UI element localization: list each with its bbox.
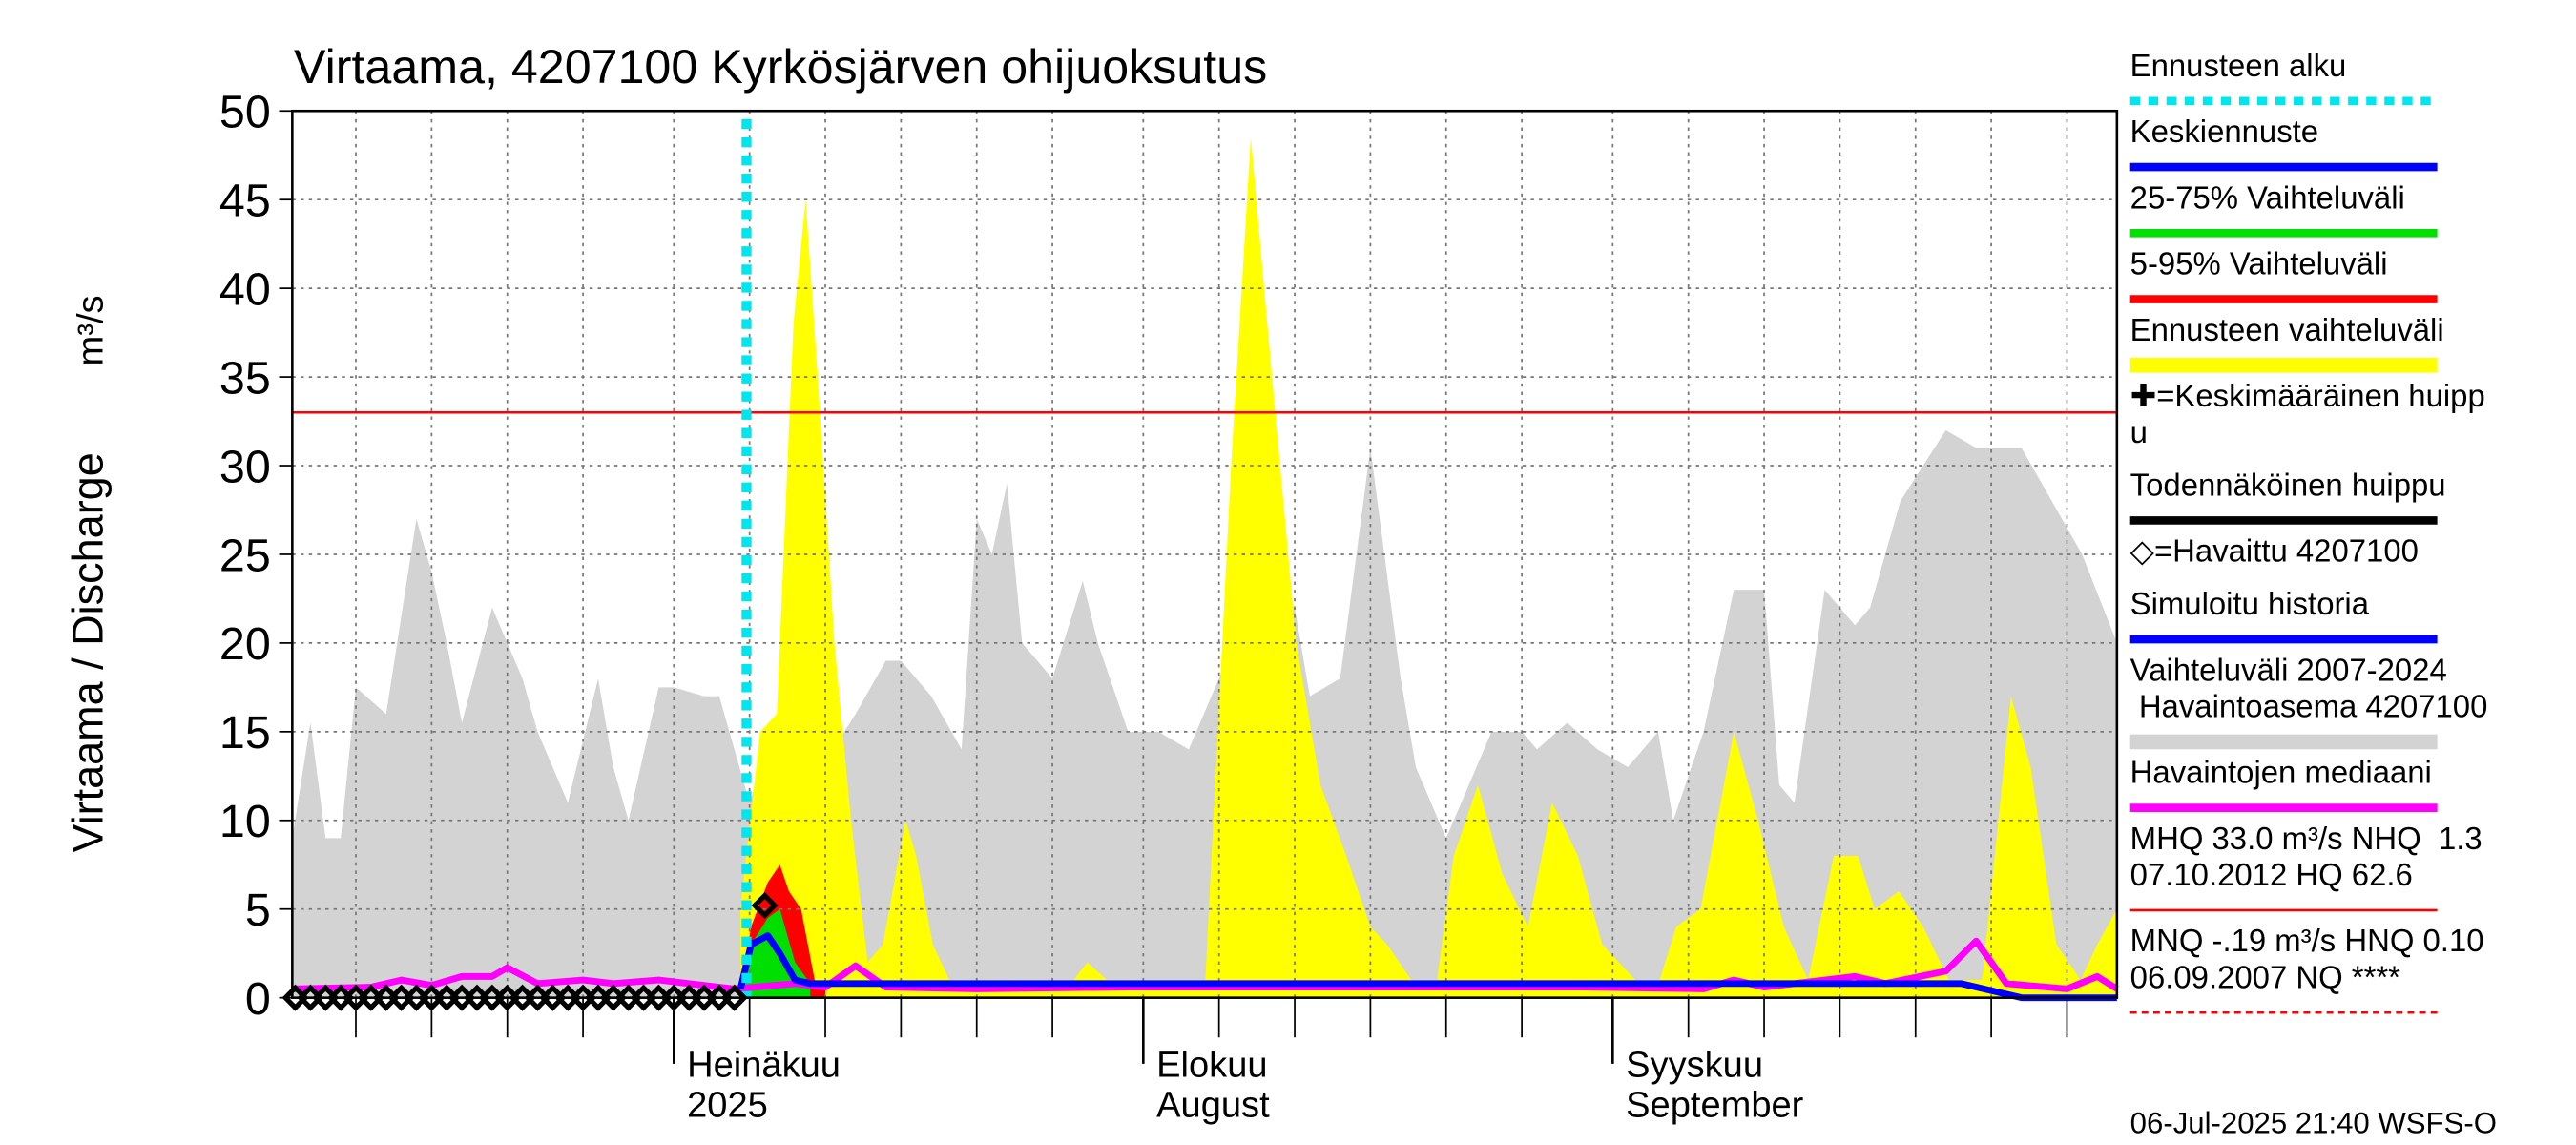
chart-title: Virtaama, 4207100 Kyrkösjärven ohijuoksu…: [294, 40, 1267, 94]
y-tick-label: 30: [219, 441, 271, 492]
y-tick-label: 40: [219, 263, 271, 315]
y-tick-label: 20: [219, 618, 271, 670]
series-line: [737, 932, 2117, 1002]
legend-label: 07.10.2012 HQ 62.6: [2130, 857, 2413, 892]
y-tick-label: 5: [245, 885, 271, 936]
x-tick-label: Elokuu: [1156, 1046, 1267, 1086]
x-tick-label: August: [1156, 1085, 1270, 1125]
legend-label: 06.09.2007 NQ ****: [2130, 959, 2400, 994]
legend-label: Havaintoasema 4207100: [2130, 688, 2488, 723]
legend-label: Simuloitu historia: [2130, 586, 2370, 621]
series-line: [292, 937, 2119, 992]
plot-frame: [291, 109, 2119, 999]
plot: 05101520253035404550Heinäkuu2025ElokuuAu…: [219, 87, 2119, 1125]
y-tick-label: 25: [219, 530, 271, 581]
legend-label: ◇=Havaittu 4207100: [2130, 533, 2419, 569]
x-tick-label: 2025: [687, 1085, 768, 1125]
legend-label: Vaihteluväli 2007-2024: [2130, 652, 2447, 687]
legend-label: u: [2130, 414, 2148, 449]
legend-label: 5-95% Vaihteluväli: [2130, 246, 2388, 281]
y-tick-label: 35: [219, 352, 271, 404]
y-tick-label: 10: [219, 796, 271, 847]
legend-label: 25-75% Vaihteluväli: [2130, 179, 2405, 215]
legend-label: Keskiennuste: [2130, 114, 2318, 149]
y-tick-label: 0: [245, 973, 271, 1025]
y-tick-label: 15: [219, 707, 271, 759]
y-axis-unit: m³/s: [71, 295, 111, 365]
legend-label: ✚=Keskimääräinen huipp: [2130, 378, 2485, 413]
legend-label: Todennäköinen huippu: [2130, 468, 2446, 503]
x-tick-label: September: [1626, 1085, 1804, 1125]
legend-label: MHQ 33.0 m³/s NHQ 1.3: [2130, 821, 2483, 856]
legend-label: Havaintojen mediaani: [2130, 755, 2432, 790]
y-tick-label: 45: [219, 175, 271, 226]
legend: Ennusteen alku Keskiennuste 25-75% Vaihtel…: [2129, 48, 2488, 1014]
legend-label: Ennusteen alku: [2130, 48, 2347, 83]
legend-label: Ennusteen vaihteluväli: [2130, 312, 2444, 347]
observed-point: [751, 891, 779, 920]
legend-label: MNQ -.19 m³/s HNQ 0.10: [2130, 923, 2484, 958]
y-tick-label: 50: [219, 87, 271, 138]
footer: 06-Jul-2025 21:40 WSFS-O: [2130, 1107, 2497, 1140]
x-tick-label: Heinäkuu: [687, 1046, 841, 1086]
x-tick-label: Syyskuu: [1626, 1046, 1763, 1086]
y-axis-label: Virtaama / Discharge: [63, 452, 112, 852]
